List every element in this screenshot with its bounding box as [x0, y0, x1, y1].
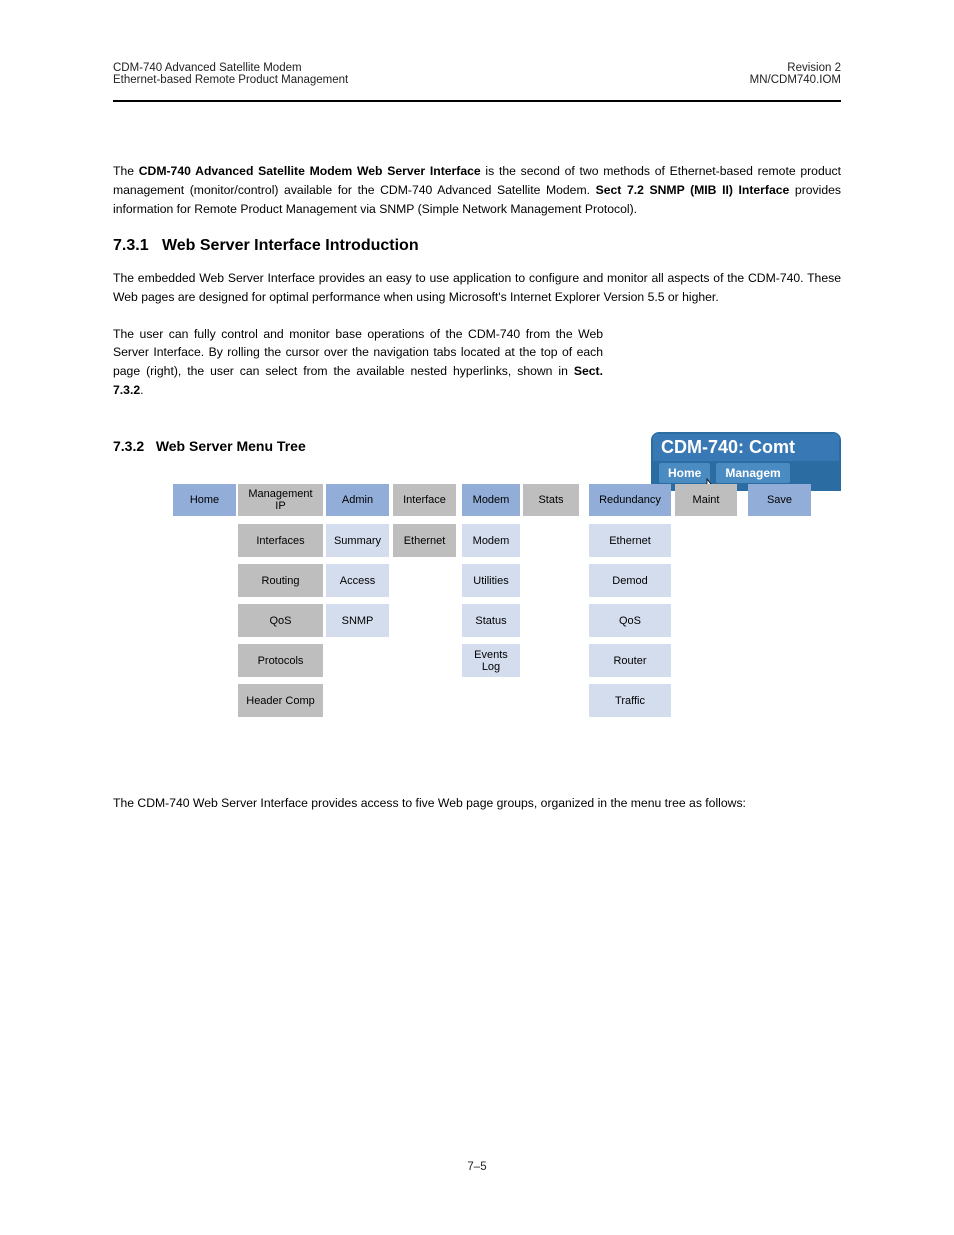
footer-page-number: 7–5	[467, 1161, 486, 1173]
nav-screenshot: CDM-740: Comt Home Managem	[651, 432, 841, 491]
tree-cell: Interface	[393, 484, 456, 516]
tree-cell: Events Log	[462, 644, 520, 677]
tree-cell: Management IP	[238, 484, 323, 516]
tree-cell: Modem	[462, 484, 520, 516]
tree-cell: Demod	[589, 564, 671, 597]
header-right-line1: Revision 2	[750, 62, 841, 74]
nav-screenshot-title: CDM-740: Comt	[653, 434, 839, 461]
header-left-line2: Ethernet-based Remote Product Management	[113, 74, 348, 86]
tree-cell: QoS	[589, 604, 671, 637]
tree-cell: Header Comp	[238, 684, 323, 717]
page-footer: 7–5	[113, 1161, 841, 1173]
tree-cell: Routing	[238, 564, 323, 597]
tree-cell: Redundancy	[589, 484, 671, 516]
tree-cell: QoS	[238, 604, 323, 637]
tree-cell: Utilities	[462, 564, 520, 597]
tree-cell: Protocols	[238, 644, 323, 677]
section-7-3-1-p1: The embedded Web Server Interface provid…	[113, 269, 841, 307]
header-rule	[113, 100, 841, 102]
section-7-3-1-p2: The user can fully control and monitor b…	[113, 325, 603, 401]
intro-paragraph: The CDM-740 Advanced Satellite Modem Web…	[113, 162, 841, 219]
header-left-line1: CDM-740 Advanced Satellite Modem	[113, 62, 348, 74]
header-right-line2: MN/CDM740.IOM	[750, 74, 841, 86]
tree-cell: Stats	[523, 484, 579, 516]
running-header: CDM-740 Advanced Satellite Modem Etherne…	[113, 62, 841, 86]
header-left: CDM-740 Advanced Satellite Modem Etherne…	[113, 62, 348, 86]
nav-tab-management[interactable]: Managem	[716, 463, 789, 483]
tree-cell: Router	[589, 644, 671, 677]
tree-cell: Modem	[462, 524, 520, 557]
tree-cell: Ethernet	[393, 524, 456, 557]
tree-cell: Ethernet	[589, 524, 671, 557]
header-right: Revision 2 MN/CDM740.IOM	[750, 62, 841, 86]
tree-cell: Summary	[326, 524, 389, 557]
tree-cell: Home	[173, 484, 236, 516]
tree-cell: Maint	[675, 484, 737, 516]
tree-cell: SNMP	[326, 604, 389, 637]
tree-cell: Admin	[326, 484, 389, 516]
section-heading-7-3-1: 7.3.1 Web Server Interface Introduction	[113, 237, 841, 255]
tree-cell: Save	[748, 484, 811, 516]
menu-tree-diagram: HomeManagement IPAdminInterfaceModemStat…	[113, 484, 841, 744]
outro-paragraph: The CDM-740 Web Server Interface provide…	[113, 794, 841, 813]
nav-tab-home[interactable]: Home	[659, 463, 710, 483]
tree-cell: Status	[462, 604, 520, 637]
tree-cell: Interfaces	[238, 524, 323, 557]
tree-cell: Traffic	[589, 684, 671, 717]
tree-cell: Access	[326, 564, 389, 597]
